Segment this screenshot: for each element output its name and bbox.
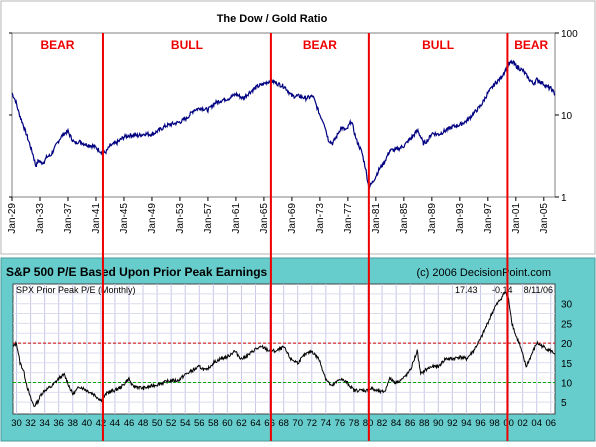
top-x-tick-label: Jan-45: [119, 203, 130, 234]
top-y-tick-label: 10: [561, 111, 573, 122]
bottom-chart-source: (c) 2006 DecisionPoint.com: [416, 267, 551, 279]
bottom-x-tick-label: 02: [517, 418, 528, 429]
bear-label: BEAR: [303, 38, 337, 52]
bottom-x-tick-label: 00: [503, 418, 514, 429]
bottom-x-tick-label: 54: [180, 418, 191, 429]
top-x-tick-label: Jan-65: [259, 203, 270, 234]
top-x-tick-label: Jan-29: [7, 203, 18, 234]
bottom-x-tick-label: 62: [236, 418, 247, 429]
readout-change: -0.14: [492, 285, 513, 295]
regime-dividers: BEAR BULL BEAR BULL BEAR: [40, 33, 549, 441]
bottom-legend: SPX Prior Peak P/E (Monthly): [16, 285, 136, 295]
bottom-y-tick-label: 25: [561, 319, 573, 330]
top-x-tick-label: Jan-93: [455, 203, 466, 234]
bottom-x-tick-label: 46: [124, 418, 135, 429]
bottom-x-tick-label: 32: [25, 418, 36, 429]
bottom-x-tick-label: 86: [405, 418, 416, 429]
top-x-tick-label: Jan-73: [315, 203, 326, 234]
bottom-y-tick-label: 30: [561, 300, 573, 311]
top-x-tick-label: Jan-85: [399, 203, 410, 234]
bottom-x-tick-label: 60: [222, 418, 233, 429]
top-x-tick-label: Jan-33: [35, 203, 46, 234]
bottom-x-tick-label: 40: [82, 418, 93, 429]
bottom-x-tick-label: 50: [152, 418, 163, 429]
top-y-tick-label: 1: [561, 193, 567, 204]
dow-gold-ratio-line: [11, 59, 556, 190]
bottom-y-tick-label: 10: [561, 378, 573, 389]
top-y-tick-label: 100: [561, 29, 578, 40]
bottom-x-tick-label: 56: [194, 418, 205, 429]
bull-label: BULL: [422, 38, 454, 52]
bottom-x-tick-label: 76: [335, 418, 346, 429]
bottom-x-tick-label: 44: [110, 418, 121, 429]
bottom-x-axis: 30 32 34 36 38 40 42 44 46 48 50 52 54 56 58 60 62 64 66 68…: [11, 418, 556, 429]
bottom-x-tick-label: 90: [433, 418, 444, 429]
top-y-axis: 1 10 100: [9, 29, 578, 204]
bottom-x-tick-label: 30: [11, 418, 22, 429]
bottom-x-tick-label: 74: [321, 418, 332, 429]
bottom-x-tick-label: 06: [545, 418, 556, 429]
top-x-tick-label: Jan-81: [371, 203, 382, 234]
bottom-x-tick-label: 88: [419, 418, 430, 429]
top-x-tick-label: Jan-37: [63, 203, 74, 234]
bottom-y-tick-label: 15: [561, 359, 573, 370]
bottom-y-tick-label: 5: [561, 398, 567, 409]
bottom-x-tick-label: 52: [166, 418, 177, 429]
top-x-tick-label: Jan-01: [511, 203, 522, 234]
bottom-x-tick-label: 84: [391, 418, 402, 429]
bottom-x-tick-label: 78: [349, 418, 360, 429]
bottom-x-tick-label: 38: [67, 418, 78, 429]
bottom-x-tick-label: 72: [306, 418, 317, 429]
top-x-tick-label: Jan-57: [203, 203, 214, 234]
bear-label: BEAR: [40, 38, 74, 52]
bottom-x-tick-label: 66: [264, 418, 275, 429]
bottom-x-tick-label: 64: [250, 418, 261, 429]
readout-date: 8/11/06: [524, 285, 553, 295]
bottom-x-tick-label: 70: [292, 418, 303, 429]
bottom-x-tick-label: 48: [138, 418, 149, 429]
bear-label: BEAR: [514, 38, 548, 52]
bottom-x-tick-label: 58: [208, 418, 219, 429]
top-x-tick-label: Jan-53: [175, 203, 186, 234]
bottom-x-tick-label: 94: [461, 418, 472, 429]
readout-value: 17.43: [455, 285, 478, 295]
bottom-x-tick-label: 36: [53, 418, 64, 429]
top-x-tick-label: Jan-05: [539, 203, 550, 234]
bottom-y-tick-label: 20: [561, 339, 573, 350]
bull-label: BULL: [171, 38, 203, 52]
top-x-tick-label: Jan-41: [91, 203, 102, 234]
top-x-tick-label: Jan-49: [147, 203, 158, 234]
top-x-tick-label: Jan-77: [343, 203, 354, 234]
bottom-x-tick-label: 42: [96, 418, 107, 429]
bottom-y-axis: 5 10 15 20 25 30: [561, 300, 573, 409]
bottom-x-tick-label: 96: [475, 418, 486, 429]
top-x-tick-label: Jan-61: [231, 203, 242, 234]
top-x-tick-label: Jan-69: [287, 203, 298, 234]
top-x-tick-label: Jan-89: [427, 203, 438, 234]
bottom-x-tick-label: 68: [278, 418, 289, 429]
bottom-x-tick-label: 92: [447, 418, 458, 429]
top-x-axis: Jan-29 Jan-33 Jan-37 Jan-41 Jan-45 Jan-49 Jan-…: [7, 197, 550, 234]
bottom-chart-title: S&P 500 P/E Based Upon Prior Peak Earnin…: [6, 265, 268, 279]
bottom-x-tick-label: 98: [489, 418, 500, 429]
top-chart-title: The Dow / Gold Ratio: [217, 13, 328, 25]
bottom-x-tick-label: 34: [39, 418, 50, 429]
bottom-x-tick-label: 04: [531, 418, 542, 429]
bottom-x-tick-label: 82: [377, 418, 388, 429]
top-x-tick-label: Jan-97: [483, 203, 494, 234]
